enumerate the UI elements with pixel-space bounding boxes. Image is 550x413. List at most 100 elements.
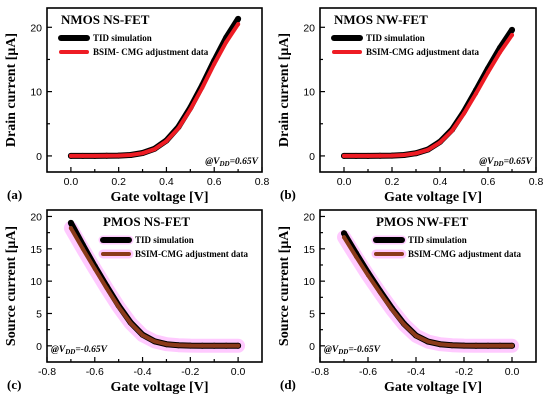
data-layer (341, 26, 515, 159)
data-point (414, 333, 418, 338)
data-point (474, 91, 478, 96)
annotation-prefix: @V (51, 345, 66, 355)
annotation-sub: DD (493, 160, 504, 168)
data-point (354, 153, 358, 158)
y-tick-label: 15 (30, 244, 42, 256)
annotation-sub: DD (337, 348, 348, 356)
data-point (450, 128, 454, 133)
data-point (200, 343, 205, 348)
data-point (366, 153, 370, 158)
plot-frame (46, 7, 263, 173)
x-tick-label: -0.2 (455, 366, 473, 378)
plot-frame (319, 7, 537, 173)
data-point (128, 321, 133, 326)
panel-title: PMOS NW-FET (376, 214, 469, 229)
data-point (486, 343, 490, 348)
x-tick-label: 0.4 (433, 176, 448, 188)
data-point (462, 111, 466, 116)
x-axis-title: Gate voltage [V] (111, 380, 209, 395)
data-point (486, 70, 490, 75)
x-tick-label: -0.4 (407, 366, 425, 378)
y-axis-title: Source current [μA] (4, 226, 19, 346)
data-point (438, 342, 442, 347)
y-axis-title: Source current [μA] (277, 226, 292, 346)
x-tick-label: 0.0 (231, 366, 246, 378)
legend-label: TID simulation (93, 33, 152, 43)
x-axis-title: Gate voltage [V] (384, 190, 482, 205)
panel-title: NMOS NS-FET (61, 12, 150, 27)
data-point (176, 343, 181, 348)
data-point (498, 50, 502, 55)
data-point (378, 153, 382, 158)
y-axis-title: Drain current [μA] (4, 33, 19, 147)
annotation-prefix: @V (205, 157, 220, 167)
y-tick-label: 20 (303, 22, 315, 34)
annotation-suffix: =-0.65V (348, 345, 380, 355)
x-tick-label: -0.2 (181, 366, 199, 378)
panel-2: 0.0 0.2 0.4 0.6 0.8 0 10 20 Gate voltage [V] Drai… (277, 7, 543, 205)
data-point (342, 235, 346, 240)
data-point (188, 343, 193, 348)
series-line-2 (68, 226, 241, 348)
x-tick-label: 0.8 (255, 176, 270, 188)
data-point (116, 153, 121, 158)
x-tick-label: -0.8 (311, 366, 329, 378)
data-point (438, 140, 442, 145)
y-tick-label: 20 (30, 211, 42, 223)
x-tick-label: -0.4 (134, 366, 152, 378)
annotation-sub: DD (64, 348, 75, 356)
y-tick-label: 5 (309, 308, 315, 320)
data-point (402, 153, 406, 157)
data-point (236, 22, 241, 27)
data-point (80, 246, 85, 251)
x-axis-title: Gate voltage [V] (384, 380, 482, 395)
data-point (176, 126, 181, 131)
y-tick-label: 20 (303, 211, 315, 223)
y-tick-label: 0 (309, 151, 315, 163)
panel-3: -0.8 -0.6 -0.4 -0.2 0.0 0 5 10 15 20 Gate voltage … (4, 209, 263, 395)
data-point (68, 153, 73, 158)
y-axis-title: Drain current [μA] (277, 33, 292, 147)
data-point (498, 343, 502, 348)
vdd-annotation: @VDD=-0.65V (324, 345, 381, 356)
data-layer (337, 230, 519, 353)
data-point (462, 343, 466, 348)
x-tick-label: 0.6 (207, 176, 222, 188)
legend-label: BSIM-CMG adjustment data (408, 249, 522, 259)
y-tick-label: 20 (30, 22, 42, 34)
data-point (128, 153, 133, 157)
annotation-suffix: =-0.65V (75, 345, 107, 355)
x-tick-label: -0.8 (38, 366, 56, 378)
x-tick-label: -0.6 (86, 366, 104, 378)
data-point (390, 153, 394, 158)
vdd-annotation: @VDD=0.65V (205, 157, 258, 168)
y-tick-label: 10 (303, 87, 315, 99)
data-point (341, 230, 347, 237)
data-point (450, 343, 454, 348)
legend-label: BSIM- CMG adjustment data (93, 47, 209, 57)
y-tick-label: 0 (309, 341, 315, 353)
x-axis-title: Gate voltage [V] (111, 190, 209, 205)
y-tick-label: 10 (30, 87, 42, 99)
data-point (510, 33, 514, 37)
data-point (426, 147, 430, 152)
data-point (224, 343, 229, 348)
legend-label: TID simulation (408, 235, 467, 245)
y-tick-label: 0 (36, 151, 42, 163)
data-point (510, 343, 514, 348)
x-tick-label: 0.0 (337, 176, 352, 188)
data-point (212, 343, 217, 348)
data-point (164, 139, 169, 144)
plot-frame (319, 209, 537, 363)
y-tick-label: 5 (36, 308, 42, 320)
data-point (212, 62, 217, 66)
legend-label: TID simulation (366, 33, 425, 43)
data-point (474, 343, 478, 348)
x-tick-label: 0.2 (111, 176, 126, 188)
data-point (104, 153, 109, 158)
data-point (235, 15, 242, 22)
x-tick-label: -0.6 (359, 366, 377, 378)
data-layer (67, 15, 242, 159)
panel-title: PMOS NS-FET (103, 214, 190, 229)
